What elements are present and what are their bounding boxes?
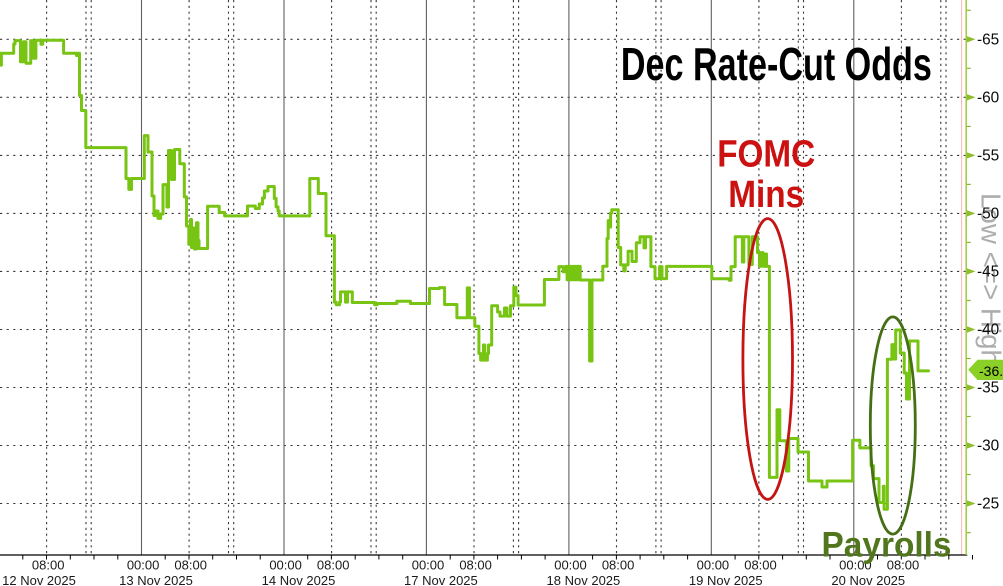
svg-text:08:00: 08:00: [317, 557, 350, 572]
svg-text:14 Nov 2025: 14 Nov 2025: [262, 573, 336, 586]
svg-text:Mins: Mins: [728, 174, 804, 216]
svg-text:-45: -45: [977, 263, 999, 280]
svg-text:Dec Rate-Cut Odds: Dec Rate-Cut Odds: [621, 38, 932, 90]
svg-text:17 Nov 2025: 17 Nov 2025: [404, 573, 478, 586]
svg-text:-60: -60: [977, 89, 999, 106]
svg-text:-65: -65: [977, 31, 999, 48]
svg-text:-55: -55: [977, 147, 999, 164]
svg-text:08:00: 08:00: [174, 557, 207, 572]
svg-text:Payrolls: Payrolls: [822, 526, 952, 565]
svg-text:00:00: 00:00: [412, 557, 445, 572]
svg-text:-25: -25: [977, 496, 999, 513]
svg-text:00:00: 00:00: [839, 557, 872, 572]
svg-text:18 Nov 2025: 18 Nov 2025: [547, 573, 621, 586]
svg-text:-36.4: -36.4: [979, 363, 1003, 379]
svg-text:00:00: 00:00: [697, 557, 730, 572]
svg-text:08:00: 08:00: [887, 557, 920, 572]
svg-text:-30: -30: [977, 438, 999, 455]
svg-text:00:00: 00:00: [554, 557, 587, 572]
svg-text:12 Nov 2025: 12 Nov 2025: [2, 573, 76, 586]
svg-text:FOMC: FOMC: [717, 134, 815, 176]
svg-text:00:00: 00:00: [269, 557, 302, 572]
svg-text:08:00: 08:00: [602, 557, 635, 572]
svg-text:20 Nov 2025: 20 Nov 2025: [831, 573, 905, 586]
svg-text:19 Nov 2025: 19 Nov 2025: [689, 573, 763, 586]
svg-text:-35: -35: [977, 380, 999, 397]
svg-text:13 Nov 2025: 13 Nov 2025: [119, 573, 193, 586]
svg-text:Low <=> High: Low <=> High: [976, 193, 1003, 365]
svg-text:08:00: 08:00: [32, 557, 65, 572]
svg-text:00:00: 00:00: [127, 557, 160, 572]
svg-text:-50: -50: [977, 205, 999, 222]
svg-text:08:00: 08:00: [744, 557, 777, 572]
svg-text:-40: -40: [977, 322, 999, 339]
svg-text:08:00: 08:00: [459, 557, 492, 572]
